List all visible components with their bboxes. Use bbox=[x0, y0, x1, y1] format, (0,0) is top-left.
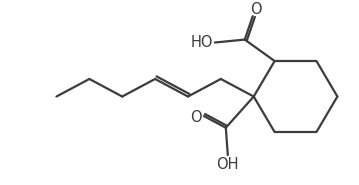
Text: HO: HO bbox=[191, 35, 213, 50]
Text: O: O bbox=[190, 110, 202, 125]
Text: O: O bbox=[250, 2, 261, 17]
Text: OH: OH bbox=[216, 157, 239, 172]
